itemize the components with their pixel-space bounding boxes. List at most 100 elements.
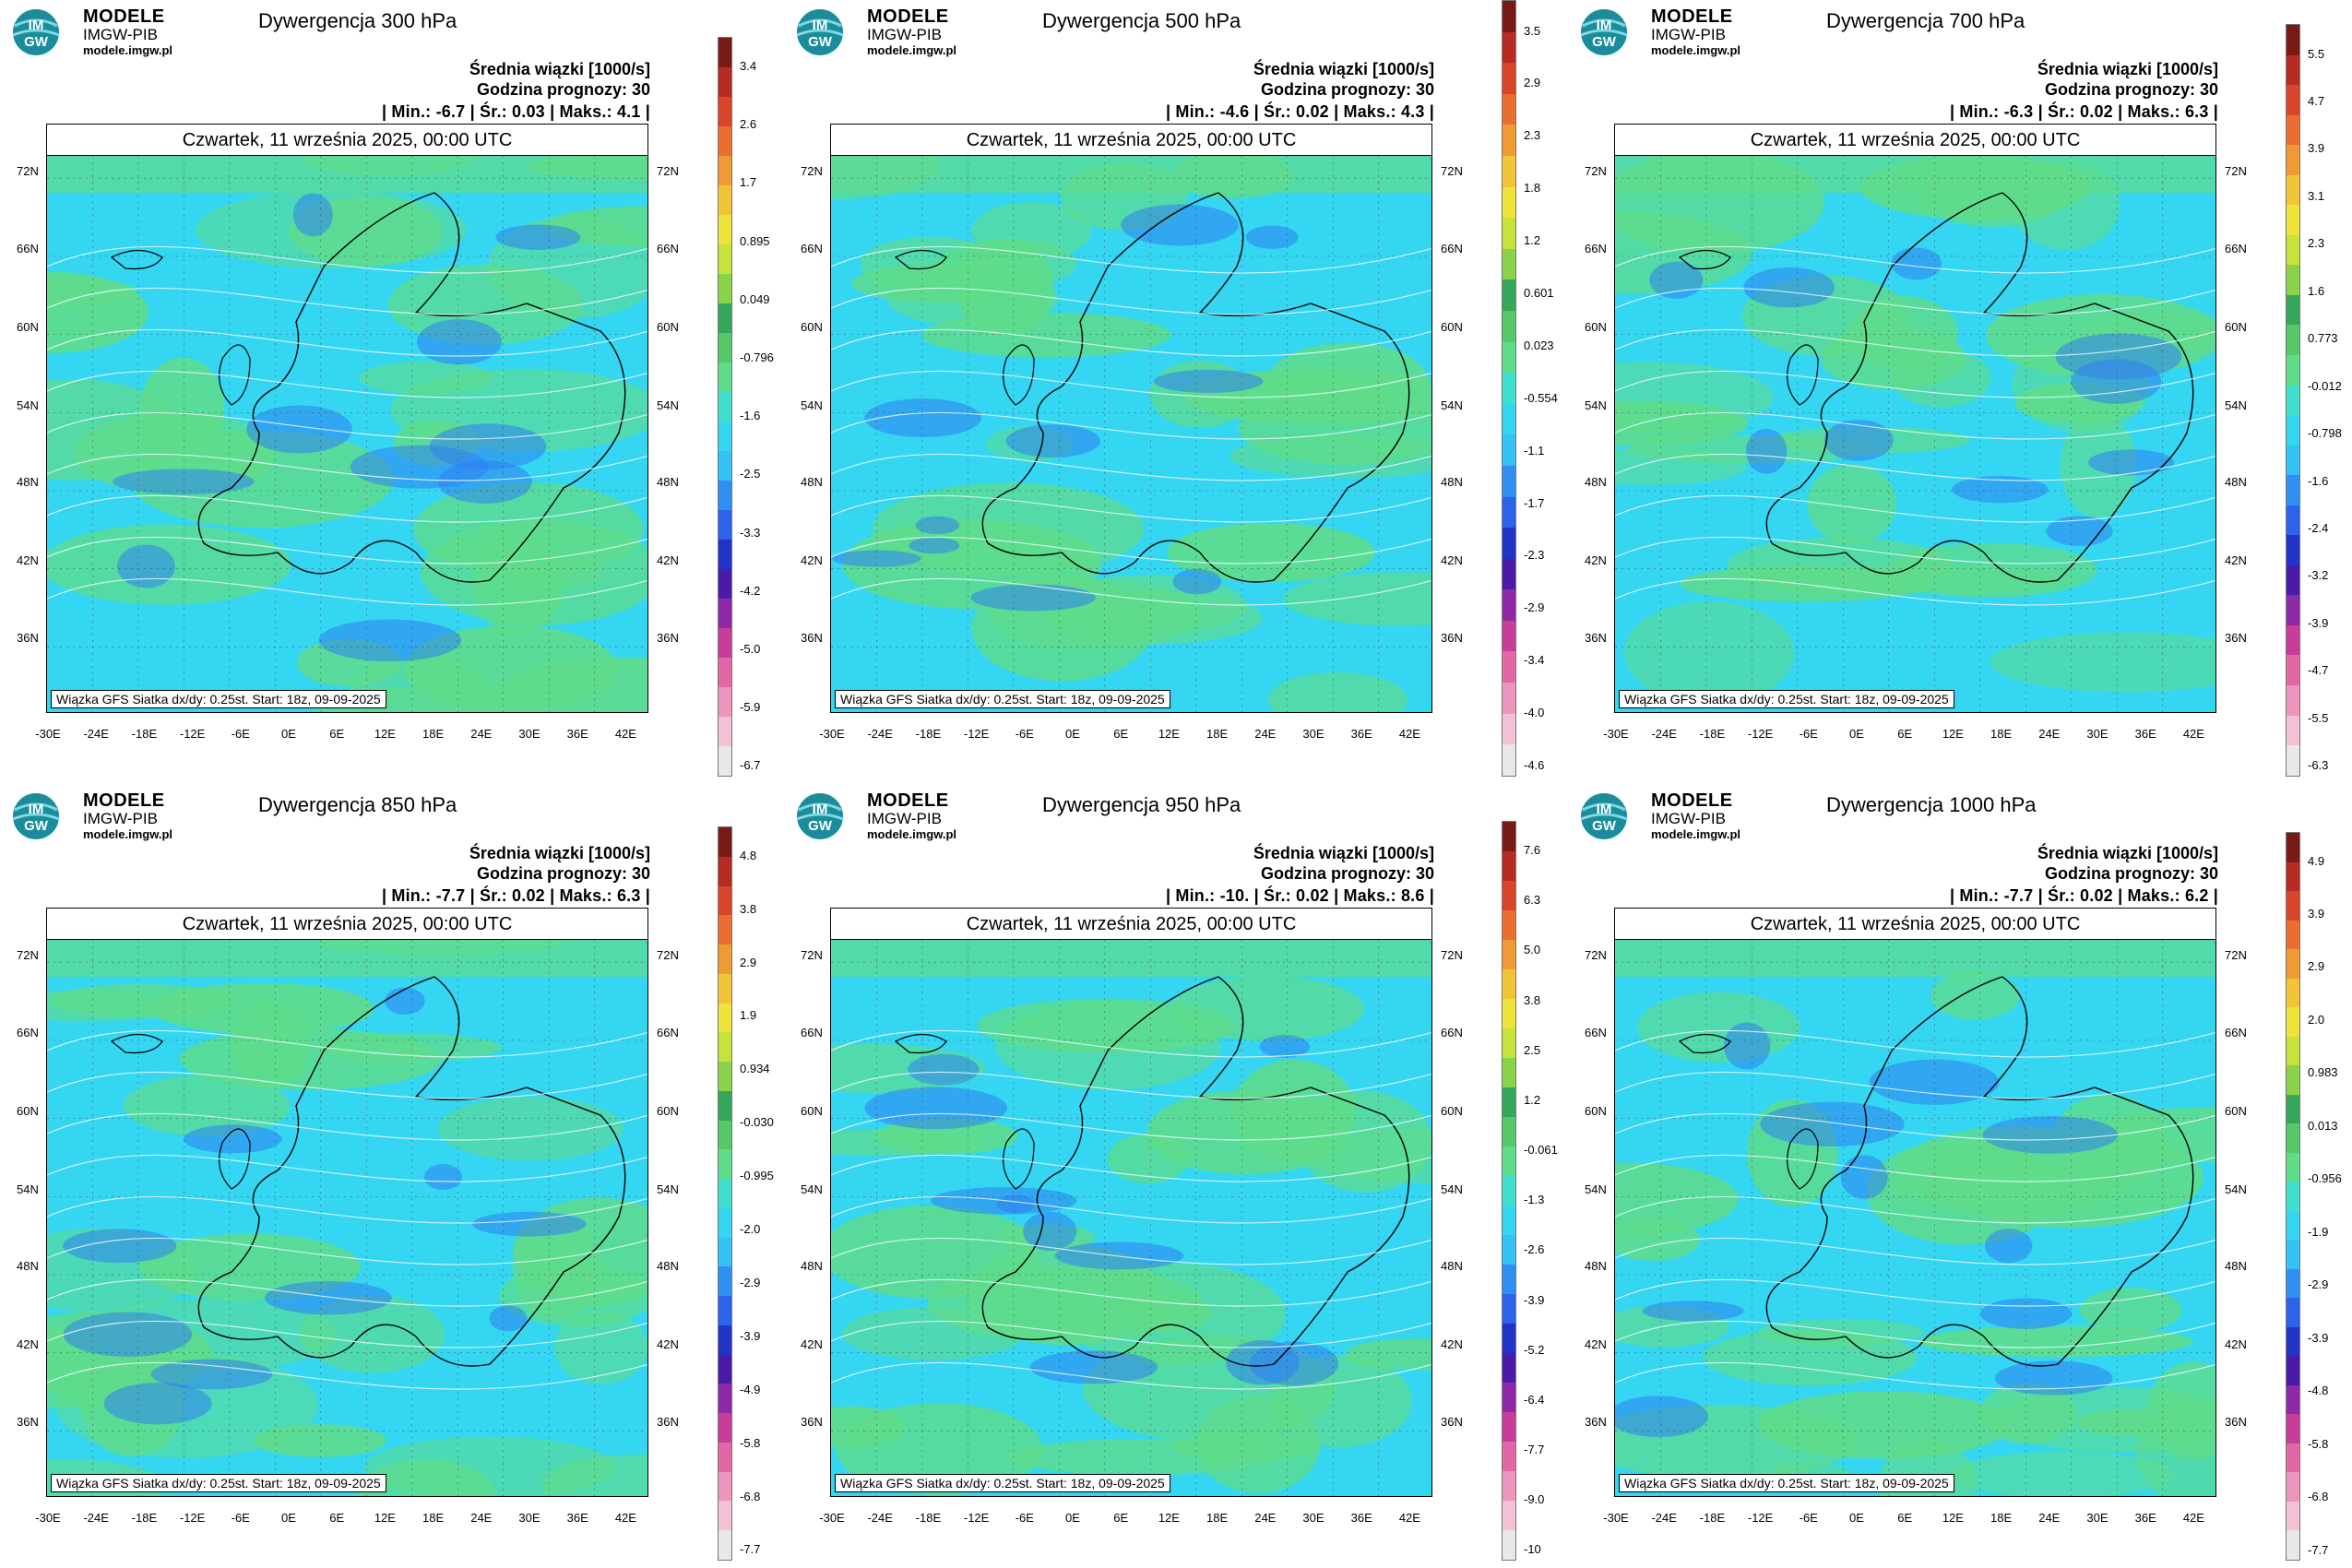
brand-line-1: MODELE	[83, 6, 165, 27]
colorbar-segment	[719, 599, 731, 628]
colorbar-segment	[719, 1207, 731, 1238]
colorbar-label: -1.7	[1524, 495, 1545, 510]
lon-label: -30E	[35, 1511, 61, 1525]
colorbar-segment	[719, 1501, 731, 1530]
lat-label-left: 48N	[801, 1259, 823, 1273]
lon-label: 18E	[1206, 727, 1229, 741]
colorbar-label: -0.798	[2308, 426, 2342, 441]
colorbar-segment	[1503, 1, 1515, 32]
colorbar-segment	[1503, 93, 1515, 125]
brand-url: modele.imgw.pl	[1651, 827, 1741, 841]
colorbar-segment	[2287, 1065, 2299, 1095]
colorbar-segment	[2287, 1501, 2299, 1531]
colorbar-segment	[1503, 403, 1515, 435]
colorbar-segment	[719, 1062, 731, 1091]
footnote: Wiązka GFS Siatka dx/dy: 0.25st. Start: …	[51, 1474, 386, 1492]
colorbar-segment	[719, 540, 731, 569]
colorbar-segment	[2287, 234, 2299, 266]
colorbar-label: 0.049	[740, 291, 770, 306]
lat-label-right: 36N	[2225, 631, 2247, 645]
colorbar-segment	[719, 658, 731, 687]
colorbar-label: 2.3	[1524, 128, 1541, 143]
lon-label: 0E	[1849, 1511, 1864, 1525]
colorbar-segment	[2287, 1443, 2299, 1473]
colorbar-segment	[1503, 1324, 1515, 1353]
lon-label: 6E	[329, 1511, 345, 1525]
colorbar-label: 3.8	[1524, 992, 1541, 1007]
lat-label-right: 72N	[1441, 164, 1463, 178]
lon-label: 18E	[1990, 1511, 2013, 1525]
lat-label-left: 48N	[1585, 1259, 1607, 1273]
colorbar-segment	[1503, 373, 1515, 404]
colorbar-label: -3.9	[2308, 1330, 2329, 1345]
lat-label-right: 54N	[657, 398, 679, 412]
colorbar-segment	[2287, 564, 2299, 596]
colorbar-segment	[719, 856, 731, 886]
lon-label: 24E	[1254, 1511, 1277, 1525]
colorbar-segment	[719, 944, 731, 974]
divergence-map: Wiązka GFS Siatka dx/dy: 0.25st. Start: …	[1614, 939, 2216, 1497]
info-label: Średnia wiązki [1000/s]	[1253, 60, 1434, 78]
lat-label-left: 54N	[1585, 1182, 1607, 1196]
colorbar-segment	[719, 510, 731, 540]
divergence-map: Wiązka GFS Siatka dx/dy: 0.25st. Start: …	[830, 939, 1432, 1497]
lon-label: -30E	[819, 727, 845, 741]
lat-label-left: 54N	[801, 1182, 823, 1196]
colorbar-segment	[719, 915, 731, 944]
stats-line: | Min.: -4.6 | Śr.: 0.02 | Maks.: 4.3 |	[1165, 102, 1434, 121]
colorbar-segment	[2287, 833, 2299, 862]
lat-label-left: 36N	[1585, 631, 1607, 645]
lon-label: 42E	[1398, 727, 1420, 741]
date-bar: Czwartek, 11 września 2025, 00:00 UTC	[46, 908, 648, 939]
colorbar-segment	[2287, 174, 2299, 206]
lon-label: 24E	[2038, 1511, 2061, 1525]
colorbar-label: 0.023	[1524, 338, 1554, 352]
lon-label: 36E	[2134, 1511, 2156, 1525]
colorbar-segment	[2287, 505, 2299, 536]
svg-text:IM: IM	[29, 802, 44, 817]
colorbar-segment	[719, 451, 731, 481]
footnote: Wiązka GFS Siatka dx/dy: 0.25st. Start: …	[835, 690, 1170, 708]
lat-label-right: 60N	[657, 320, 679, 334]
map-panel: IM GW MODELE IMGW-PIB modele.imgw.pl Dywergen…	[0, 0, 784, 784]
lat-label-left: 60N	[17, 1104, 39, 1118]
lon-label: -24E	[83, 1511, 109, 1525]
colorbar-label: -2.5	[740, 467, 761, 481]
colorbar-label: -3.4	[1524, 653, 1545, 668]
colorbar-label: 2.6	[740, 117, 757, 132]
lat-label-right: 66N	[2225, 242, 2247, 255]
date-bar: Czwartek, 11 września 2025, 00:00 UTC	[1614, 124, 2216, 155]
colorbar-segment	[2287, 1094, 2299, 1124]
lat-label-right: 54N	[1441, 398, 1463, 412]
lat-label-left: 54N	[1585, 398, 1607, 412]
colorbar-segment	[1503, 851, 1515, 881]
lat-label-right: 48N	[2225, 475, 2247, 489]
lat-label-left: 66N	[17, 242, 39, 255]
lat-label-right: 42N	[1441, 553, 1463, 567]
lon-label: 0E	[281, 1511, 296, 1525]
lat-label-right: 72N	[657, 164, 679, 178]
lon-label: 18E	[1990, 727, 2013, 741]
lon-label: -6E	[1799, 1511, 1818, 1525]
lat-label-left: 36N	[801, 631, 823, 645]
colorbar-segment	[2287, 25, 2299, 55]
footnote: Wiązka GFS Siatka dx/dy: 0.25st. Start: …	[51, 690, 386, 708]
brand-url: modele.imgw.pl	[1651, 43, 1741, 57]
lon-label: -30E	[35, 727, 61, 741]
lat-label-left: 48N	[801, 475, 823, 489]
lat-label-left: 66N	[1585, 242, 1607, 255]
colorbar-segment	[719, 274, 731, 303]
lon-label: -18E	[131, 1511, 158, 1525]
colorbar-segment	[2287, 920, 2299, 950]
lon-label: -24E	[867, 727, 893, 741]
lon-label: 12E	[1942, 1511, 1964, 1525]
colorbar-label: 4.8	[740, 848, 757, 862]
lon-label: 6E	[1897, 1511, 1913, 1525]
colorbar-segment	[1503, 1501, 1515, 1530]
svg-text:GW: GW	[808, 34, 833, 50]
lat-label-left: 42N	[801, 553, 823, 567]
map-panel: IM GW MODELE IMGW-PIB modele.imgw.pl Dywergen…	[784, 0, 1568, 784]
lat-label-right: 66N	[657, 242, 679, 255]
colorbar-segment	[1503, 589, 1515, 621]
lon-label: 0E	[1065, 727, 1080, 741]
